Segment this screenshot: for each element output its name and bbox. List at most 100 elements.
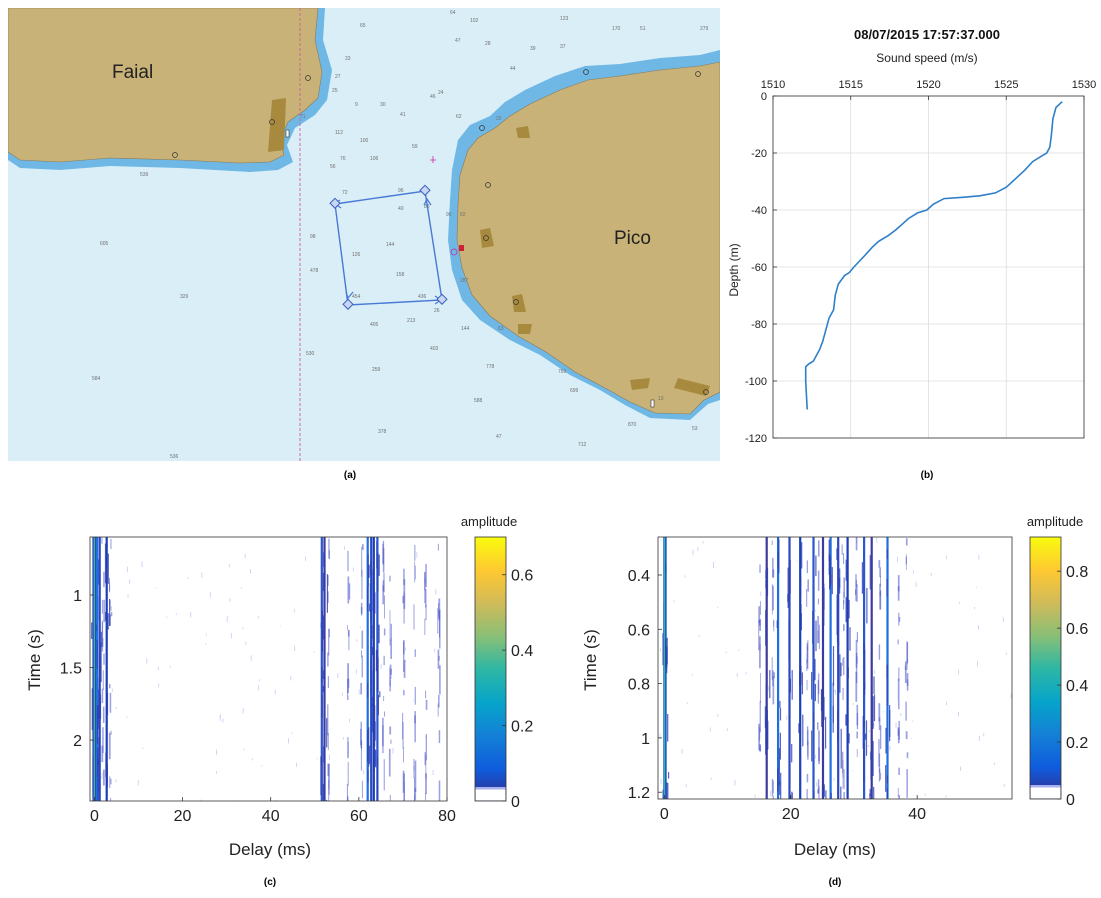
arrival-fragment-mark xyxy=(367,554,369,587)
pico-hazard-5 xyxy=(516,126,530,138)
weak-arrival-mark xyxy=(898,767,900,775)
weak-arrival-mark xyxy=(759,564,761,573)
sounding-label: 98 xyxy=(310,234,316,240)
noise-speckle xyxy=(275,799,277,801)
arrival-fragment-mark xyxy=(811,672,813,700)
arrival-fragment-mark xyxy=(869,793,871,799)
sound-speed-chart: 08/07/2015 17:57:37.000 Sound speed (m/s… xyxy=(727,27,1096,445)
sounding-label: 63 xyxy=(498,326,504,332)
chart-b-ticks: 1510 1515 1520 1525 1530 0 -20 -40 -60 -80 -100 -12… xyxy=(745,79,1096,445)
noise-speckle xyxy=(833,778,835,781)
weak-arrival-mark xyxy=(817,598,819,605)
weak-arrival-mark xyxy=(880,575,881,587)
arrival-fragment-mark xyxy=(840,728,842,769)
arrival-fragment-mark xyxy=(367,730,369,762)
weak-arrival-mark xyxy=(842,658,844,666)
y-tick-label: -60 xyxy=(751,262,767,274)
chart-d-frame xyxy=(657,536,1013,800)
noise-speckle xyxy=(868,729,870,733)
weak-arrival-mark xyxy=(328,550,330,560)
sounding-label: 33 xyxy=(345,56,351,62)
sounding-label: 405 xyxy=(370,322,379,328)
route-arrow-icon xyxy=(423,197,432,206)
noise-speckle xyxy=(316,758,318,760)
arrival-fragment-mark xyxy=(776,620,778,628)
colorbar-tick-label: 0.2 xyxy=(511,719,533,736)
weak-arrival-mark xyxy=(389,610,391,641)
x-tick-label: 1510 xyxy=(761,79,785,91)
weak-arrival-mark xyxy=(855,537,858,551)
arrival-fragment-mark xyxy=(886,578,888,597)
weak-arrival-mark xyxy=(389,575,391,582)
noise-speckle xyxy=(101,773,103,780)
arrival-fragment-mark xyxy=(822,621,824,655)
arrival-fragment-mark xyxy=(765,610,767,646)
weak-arrival-mark xyxy=(327,733,329,751)
sounding-label: 769 xyxy=(558,369,567,375)
x-tick-label: 80 xyxy=(438,808,456,825)
weak-arrival-mark xyxy=(390,638,392,659)
arrival-fragment-mark xyxy=(886,788,888,799)
arrival-fragment-mark xyxy=(370,611,372,621)
arrival-fragment-mark xyxy=(845,714,847,726)
arrival-fragment-mark xyxy=(802,714,804,747)
chart-d-colorbar-ticks: 0 0.2 0.4 0.6 0.8 xyxy=(1030,564,1088,809)
sounding-label: 62 xyxy=(456,114,462,120)
arrival-fragment-mark xyxy=(791,744,793,763)
sounding-label: 588 xyxy=(474,398,483,404)
noise-speckle xyxy=(432,770,434,775)
arrival-fragment-mark xyxy=(371,646,374,656)
arrival-fragment-mark xyxy=(821,785,824,799)
arrival-fragment-mark xyxy=(800,665,802,685)
weak-arrival-mark xyxy=(758,606,761,624)
chart-c-ticks: 0 20 40 60 80 1 1.5 2 xyxy=(60,588,456,825)
noise-speckle xyxy=(261,765,263,767)
weak-arrival-mark xyxy=(425,699,428,710)
weak-arrival-mark xyxy=(898,667,900,681)
weak-arrival-mark xyxy=(347,630,350,637)
weak-arrival-mark xyxy=(758,620,760,651)
caption-b: (b) xyxy=(921,470,934,481)
weak-arrival-mark xyxy=(906,769,908,798)
arrival-fragment-mark xyxy=(92,702,94,724)
weak-arrival-mark xyxy=(362,544,364,550)
sounding-label: 72 xyxy=(342,190,348,196)
weak-arrival-mark xyxy=(906,752,909,759)
weak-arrival-mark xyxy=(772,795,774,799)
arrival-fragment-mark xyxy=(831,567,833,595)
weak-arrival-mark xyxy=(346,783,348,801)
noise-speckle xyxy=(983,733,985,737)
noise-speckle xyxy=(673,600,675,602)
weak-arrival-mark xyxy=(841,544,843,555)
weak-arrival-mark xyxy=(772,585,774,611)
weak-arrival-mark xyxy=(110,612,113,617)
arrival-fragment-mark xyxy=(845,597,847,623)
colorbar-tick-label: 0.6 xyxy=(1066,621,1088,638)
noise-speckle xyxy=(697,547,699,551)
noise-speckle xyxy=(709,727,711,732)
arrival-fragment-mark xyxy=(815,620,817,652)
noise-speckle xyxy=(796,560,798,562)
weak-arrival-mark xyxy=(101,537,103,544)
noise-speckle xyxy=(911,738,913,740)
weak-arrival-mark xyxy=(438,730,441,743)
x-tick-label: 60 xyxy=(350,808,368,825)
weak-arrival-mark xyxy=(109,684,111,689)
waypoint-icon xyxy=(329,197,341,209)
sounding-label: 13 xyxy=(658,396,664,402)
arrival-fragment-mark xyxy=(869,788,871,796)
nav-marks xyxy=(172,69,709,395)
weak-arrival-mark xyxy=(327,575,329,586)
route-arrow-icon xyxy=(345,291,354,300)
arrival-path-mark xyxy=(105,537,108,801)
noise-speckle xyxy=(344,546,345,550)
sounding-label: 536 xyxy=(170,454,179,460)
weak-arrival-mark xyxy=(101,622,104,652)
weak-arrival-mark xyxy=(898,617,901,622)
sounding-label: 584 xyxy=(92,376,101,382)
noise-speckle xyxy=(976,586,978,588)
arrival-fragment-mark xyxy=(376,793,378,801)
weak-arrival-mark xyxy=(424,752,426,766)
y-tick-label: -20 xyxy=(751,148,767,160)
arrival-fragment-mark xyxy=(376,756,379,797)
